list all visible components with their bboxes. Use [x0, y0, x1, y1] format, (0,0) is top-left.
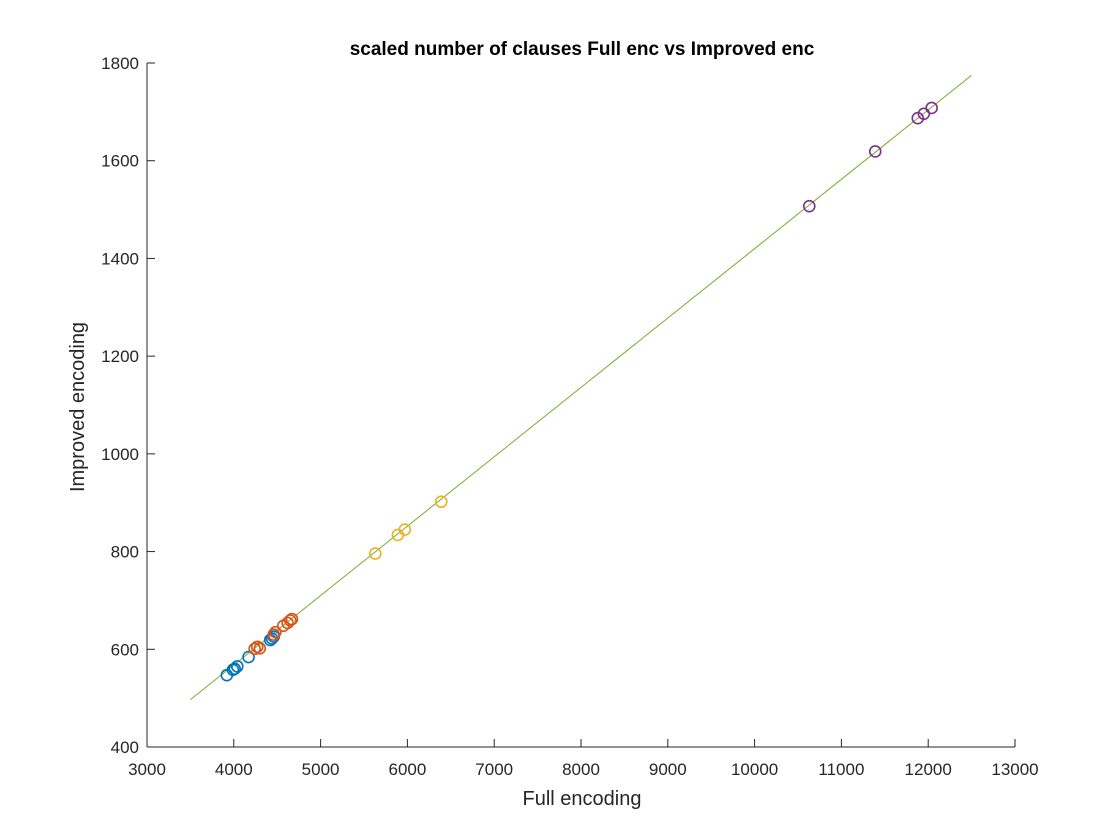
x-tick-label: 9000 — [649, 760, 687, 779]
data-point-series-2-4 — [267, 628, 281, 641]
data-point-series-1-5 — [242, 650, 255, 664]
data-point-series-1-4 — [230, 660, 244, 673]
data-point-series-1-3 — [228, 662, 241, 676]
data-point-series-4-2 — [868, 145, 882, 158]
x-tick-label: 13000 — [991, 760, 1038, 779]
x-tick-label: 4000 — [215, 760, 253, 779]
chart-title: scaled number of clauses Full enc vs Imp… — [350, 39, 815, 60]
data-point-series-3-4 — [434, 495, 448, 509]
data-point-series-2-7 — [281, 616, 294, 630]
x-tick-label: 11000 — [818, 760, 864, 779]
data-point-series-4-5 — [925, 101, 938, 115]
y-tick-label: 1000 — [101, 445, 139, 464]
y-tick-label: 400 — [111, 738, 139, 757]
y-tick-label: 1600 — [101, 152, 139, 171]
x-tick-label: 7000 — [475, 760, 513, 779]
reference-line — [190, 74, 972, 700]
data-point-series-2-5 — [269, 625, 282, 639]
data-point-series-4-4 — [917, 107, 931, 121]
x-axis-label: Full encoding — [523, 788, 642, 810]
data-point-series-3-1 — [368, 547, 382, 560]
data-point-series-2-3 — [253, 642, 267, 655]
x-tick-label: 10000 — [731, 760, 778, 779]
x-tick-label: 3000 — [128, 760, 166, 779]
y-axis-label: Improved encoding — [67, 322, 89, 492]
data-point-series-2-1 — [248, 642, 261, 656]
y-tick-label: 1800 — [101, 54, 139, 73]
x-tick-label: 12000 — [905, 760, 952, 779]
plot-area: 3000 4000 5000 6000 7000 8000 9000 10000 11000 12… — [101, 54, 1038, 779]
y-tick-label: 1200 — [101, 347, 139, 366]
x-tick-label: 6000 — [388, 760, 426, 779]
y-tick-label: 600 — [111, 640, 139, 659]
data-point-series-2-9 — [285, 612, 299, 626]
x-tick-label: 8000 — [562, 760, 600, 779]
data-point-series-4-1 — [802, 199, 816, 213]
data-point-series-3-3 — [398, 523, 412, 536]
y-tick-label: 1400 — [101, 249, 139, 268]
data-point-series-2-8 — [283, 614, 297, 627]
x-tick-label: 5000 — [302, 760, 340, 779]
y-tick-label: 800 — [111, 543, 139, 562]
